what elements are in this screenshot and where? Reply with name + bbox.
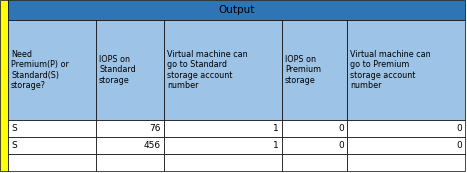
- Text: 0: 0: [338, 124, 344, 133]
- Bar: [8, 0, 465, 20]
- Text: 76: 76: [149, 124, 161, 133]
- Bar: [347, 20, 465, 120]
- Bar: [96, 137, 164, 154]
- Text: S: S: [11, 141, 17, 150]
- Bar: [347, 120, 465, 137]
- Text: 1: 1: [273, 141, 279, 150]
- Text: IOPS on
Premium
storage: IOPS on Premium storage: [285, 55, 321, 85]
- Text: IOPS on
Standard
storage: IOPS on Standard storage: [99, 55, 136, 85]
- Bar: [164, 154, 282, 171]
- Text: 1: 1: [273, 124, 279, 133]
- Bar: [164, 20, 282, 120]
- Text: Virtual machine can
go to Premium
storage account
number: Virtual machine can go to Premium storag…: [350, 50, 431, 90]
- Text: 0: 0: [456, 124, 462, 133]
- Bar: [8, 137, 96, 154]
- Bar: [8, 154, 96, 171]
- Text: 0: 0: [456, 141, 462, 150]
- Bar: [8, 120, 96, 137]
- Text: Virtual machine can
go to Standard
storage account
number: Virtual machine can go to Standard stora…: [167, 50, 248, 90]
- Text: Output: Output: [218, 5, 255, 15]
- Bar: [8, 20, 96, 120]
- Text: Need
Premium(P) or
Standard(S)
storage?: Need Premium(P) or Standard(S) storage?: [11, 50, 69, 90]
- Bar: [96, 154, 164, 171]
- Text: S: S: [11, 124, 17, 133]
- Bar: [347, 154, 465, 171]
- Bar: [96, 20, 164, 120]
- Text: 0: 0: [338, 141, 344, 150]
- Bar: [0, 0, 8, 171]
- Bar: [282, 154, 347, 171]
- Bar: [164, 120, 282, 137]
- Bar: [282, 137, 347, 154]
- Text: 456: 456: [144, 141, 161, 150]
- Bar: [164, 137, 282, 154]
- Bar: [282, 20, 347, 120]
- Bar: [282, 120, 347, 137]
- Bar: [347, 137, 465, 154]
- Bar: [96, 120, 164, 137]
